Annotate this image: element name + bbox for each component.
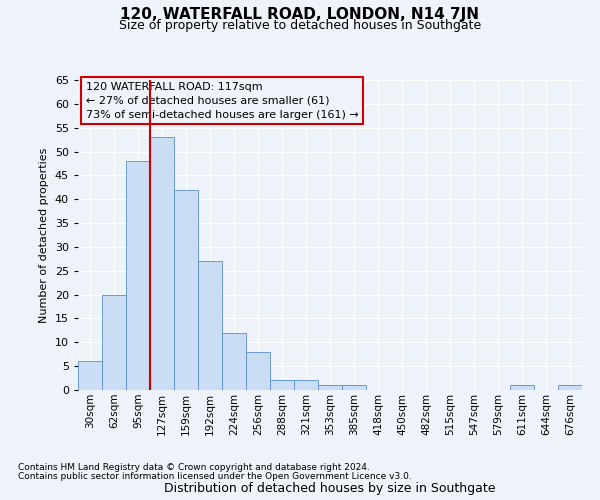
Bar (294, 380, 318, 390)
Bar (222, 333, 246, 390)
Bar (102, 294, 126, 390)
Text: Size of property relative to detached houses in Southgate: Size of property relative to detached ho… (119, 18, 481, 32)
Text: 120, WATERFALL ROAD, LONDON, N14 7JN: 120, WATERFALL ROAD, LONDON, N14 7JN (121, 8, 479, 22)
Bar (198, 261, 222, 390)
Text: Contains public sector information licensed under the Open Government Licence v3: Contains public sector information licen… (18, 472, 412, 481)
Bar (318, 385, 342, 390)
Text: 120 WATERFALL ROAD: 117sqm
← 27% of detached houses are smaller (61)
73% of semi: 120 WATERFALL ROAD: 117sqm ← 27% of deta… (86, 82, 358, 120)
Y-axis label: Number of detached properties: Number of detached properties (39, 148, 49, 322)
Bar (510, 385, 534, 390)
Bar (174, 190, 198, 390)
Bar (270, 380, 294, 390)
Bar (126, 161, 150, 390)
Text: Distribution of detached houses by size in Southgate: Distribution of detached houses by size … (164, 482, 496, 495)
Bar (558, 385, 582, 390)
Bar (342, 385, 366, 390)
Text: Contains HM Land Registry data © Crown copyright and database right 2024.: Contains HM Land Registry data © Crown c… (18, 464, 370, 472)
Bar (246, 352, 270, 390)
Bar (150, 137, 174, 390)
Bar (78, 362, 102, 390)
